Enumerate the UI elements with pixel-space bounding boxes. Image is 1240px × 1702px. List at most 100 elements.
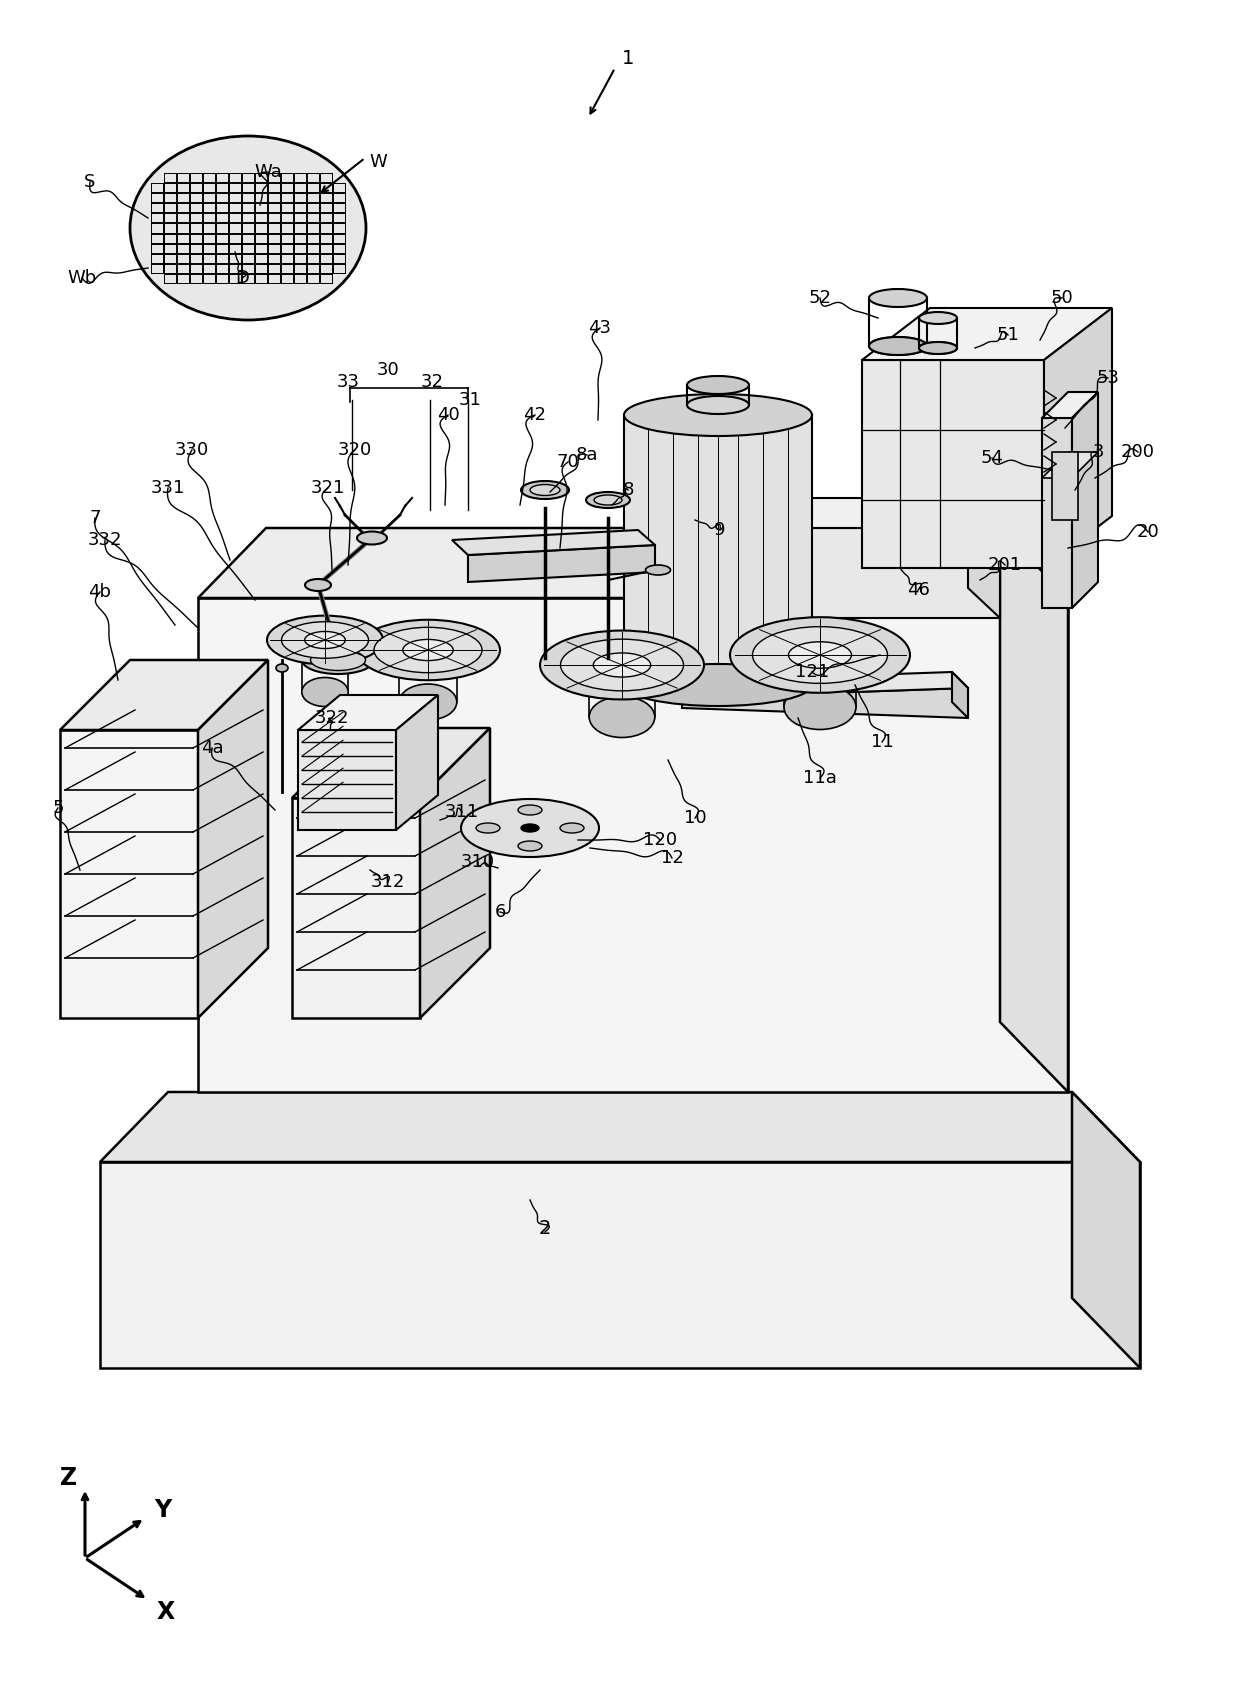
Text: 9: 9 [714,521,725,540]
Polygon shape [1073,1093,1140,1368]
Ellipse shape [869,289,928,306]
Text: W: W [370,153,387,170]
Polygon shape [999,528,1068,1093]
Ellipse shape [589,696,655,737]
Text: 10: 10 [683,808,707,827]
Text: 1: 1 [621,48,634,68]
Text: D: D [236,269,249,288]
Polygon shape [1042,453,1097,478]
Text: 12: 12 [661,849,683,866]
Text: 200: 200 [1121,443,1154,461]
Ellipse shape [560,824,584,832]
Ellipse shape [374,628,482,672]
Ellipse shape [784,684,856,730]
Ellipse shape [919,342,957,354]
Ellipse shape [521,824,539,832]
Text: 4b: 4b [88,584,112,601]
Text: 312: 312 [371,873,405,892]
Polygon shape [396,694,438,831]
Ellipse shape [529,485,560,495]
Text: Wb: Wb [67,269,97,288]
Text: 11a: 11a [804,769,837,786]
Ellipse shape [624,393,812,436]
Ellipse shape [357,531,387,545]
Ellipse shape [919,311,957,323]
Ellipse shape [869,337,928,356]
Polygon shape [682,688,968,718]
Text: 53: 53 [1096,369,1120,386]
Text: 330: 330 [175,441,210,460]
Text: X: X [157,1600,175,1624]
Ellipse shape [539,630,704,700]
Text: 51: 51 [997,327,1019,344]
Polygon shape [666,672,968,698]
Ellipse shape [521,482,569,499]
Ellipse shape [624,664,812,706]
Polygon shape [198,597,1068,1093]
Text: 32: 32 [420,373,444,391]
Polygon shape [291,798,420,1018]
Ellipse shape [356,620,500,681]
Ellipse shape [461,798,599,858]
Text: 42: 42 [523,407,547,424]
Ellipse shape [476,824,500,832]
Text: 70: 70 [557,453,579,471]
Polygon shape [100,1093,1140,1162]
Bar [624,415,812,684]
Polygon shape [1073,391,1097,608]
Text: 201: 201 [988,557,1022,574]
Polygon shape [298,694,438,730]
Text: 5: 5 [52,798,63,817]
Text: 311: 311 [445,803,479,820]
Ellipse shape [646,565,671,575]
Text: 321: 321 [311,478,345,497]
Ellipse shape [305,579,331,591]
Text: 52: 52 [808,289,832,306]
Text: 33: 33 [336,373,360,391]
Ellipse shape [301,677,348,706]
Polygon shape [298,730,396,831]
Ellipse shape [919,342,957,354]
Ellipse shape [730,618,910,693]
Ellipse shape [130,136,366,320]
Text: Z: Z [61,1465,78,1489]
Text: 320: 320 [337,441,372,460]
Text: 40: 40 [436,407,459,424]
Ellipse shape [310,650,366,671]
Text: 8: 8 [622,482,634,499]
Polygon shape [198,660,268,1018]
Text: 7: 7 [89,509,100,528]
Ellipse shape [277,664,288,672]
Ellipse shape [753,626,888,683]
Text: S: S [84,174,95,191]
Ellipse shape [593,654,651,677]
Polygon shape [1042,391,1097,419]
Ellipse shape [594,495,622,505]
Ellipse shape [518,841,542,851]
Ellipse shape [518,805,542,815]
Text: 50: 50 [1050,289,1074,306]
Text: Wa: Wa [254,163,281,180]
Text: 3: 3 [1092,443,1104,461]
Text: 2: 2 [539,1219,552,1237]
Polygon shape [862,361,1044,568]
Text: 46: 46 [906,580,930,599]
Polygon shape [291,728,490,798]
Text: 43: 43 [589,318,611,337]
Text: 310: 310 [461,853,495,871]
Text: 31: 31 [459,391,481,408]
Text: Y: Y [154,1498,171,1522]
Text: 4a: 4a [201,739,223,757]
Ellipse shape [687,397,749,414]
Polygon shape [100,1162,1140,1368]
Ellipse shape [687,376,749,393]
Ellipse shape [869,337,928,356]
Polygon shape [198,528,1068,597]
Ellipse shape [305,631,345,648]
Polygon shape [467,545,655,582]
Text: 332: 332 [88,531,123,550]
Ellipse shape [267,616,383,664]
Text: 20: 20 [1137,523,1159,541]
Text: 120: 120 [642,831,677,849]
Polygon shape [668,528,999,618]
